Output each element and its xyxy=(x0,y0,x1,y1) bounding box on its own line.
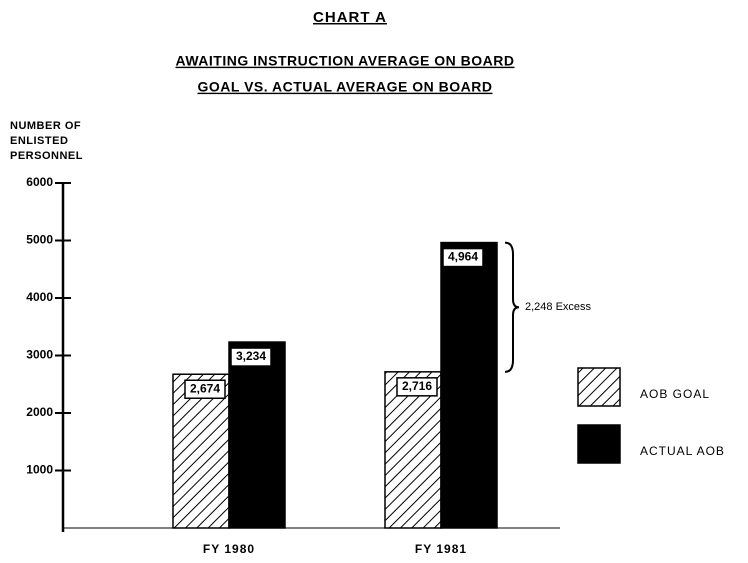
bar xyxy=(172,373,230,529)
y-axis-label: PERSONNEL xyxy=(10,150,83,162)
value-label-box xyxy=(184,379,226,399)
y-axis-label: NUMBER OF xyxy=(10,120,81,132)
value-label: 2,716 xyxy=(402,379,432,393)
y-tick-label: 2000 xyxy=(26,405,53,419)
chart-title: CHART A xyxy=(313,9,387,26)
y-axis-label: ENLISTED xyxy=(10,135,68,147)
value-label: 2,674 xyxy=(190,381,220,395)
x-tick-label: FY 1980 xyxy=(203,542,255,556)
y-tick-label: 5000 xyxy=(26,233,53,247)
bar xyxy=(228,341,286,529)
brace xyxy=(504,241,520,373)
y-tick-label: 3000 xyxy=(26,348,53,362)
legend-swatch xyxy=(577,424,621,464)
value-label-box xyxy=(230,347,272,367)
annotation: 2,248 Excess xyxy=(525,301,592,313)
value-label-box xyxy=(442,247,484,268)
value-label-box xyxy=(396,377,438,397)
legend-swatch xyxy=(577,367,621,407)
chart-subtitle: GOAL VS. ACTUAL AVERAGE ON BOARD xyxy=(198,79,493,95)
y-tick-label: 4000 xyxy=(26,290,53,304)
y-tick-label: 6000 xyxy=(26,175,53,189)
value-label: 4,964 xyxy=(448,250,478,264)
legend-label: AOB GOAL xyxy=(640,387,710,401)
y-tick-label: 1000 xyxy=(26,463,53,477)
legend-label: ACTUAL AOB xyxy=(640,444,725,458)
bar xyxy=(440,241,498,529)
x-tick-label: FY 1981 xyxy=(415,542,467,556)
chart-subtitle: AWAITING INSTRUCTION AVERAGE ON BOARD xyxy=(176,53,515,69)
value-label: 3,234 xyxy=(236,349,266,363)
